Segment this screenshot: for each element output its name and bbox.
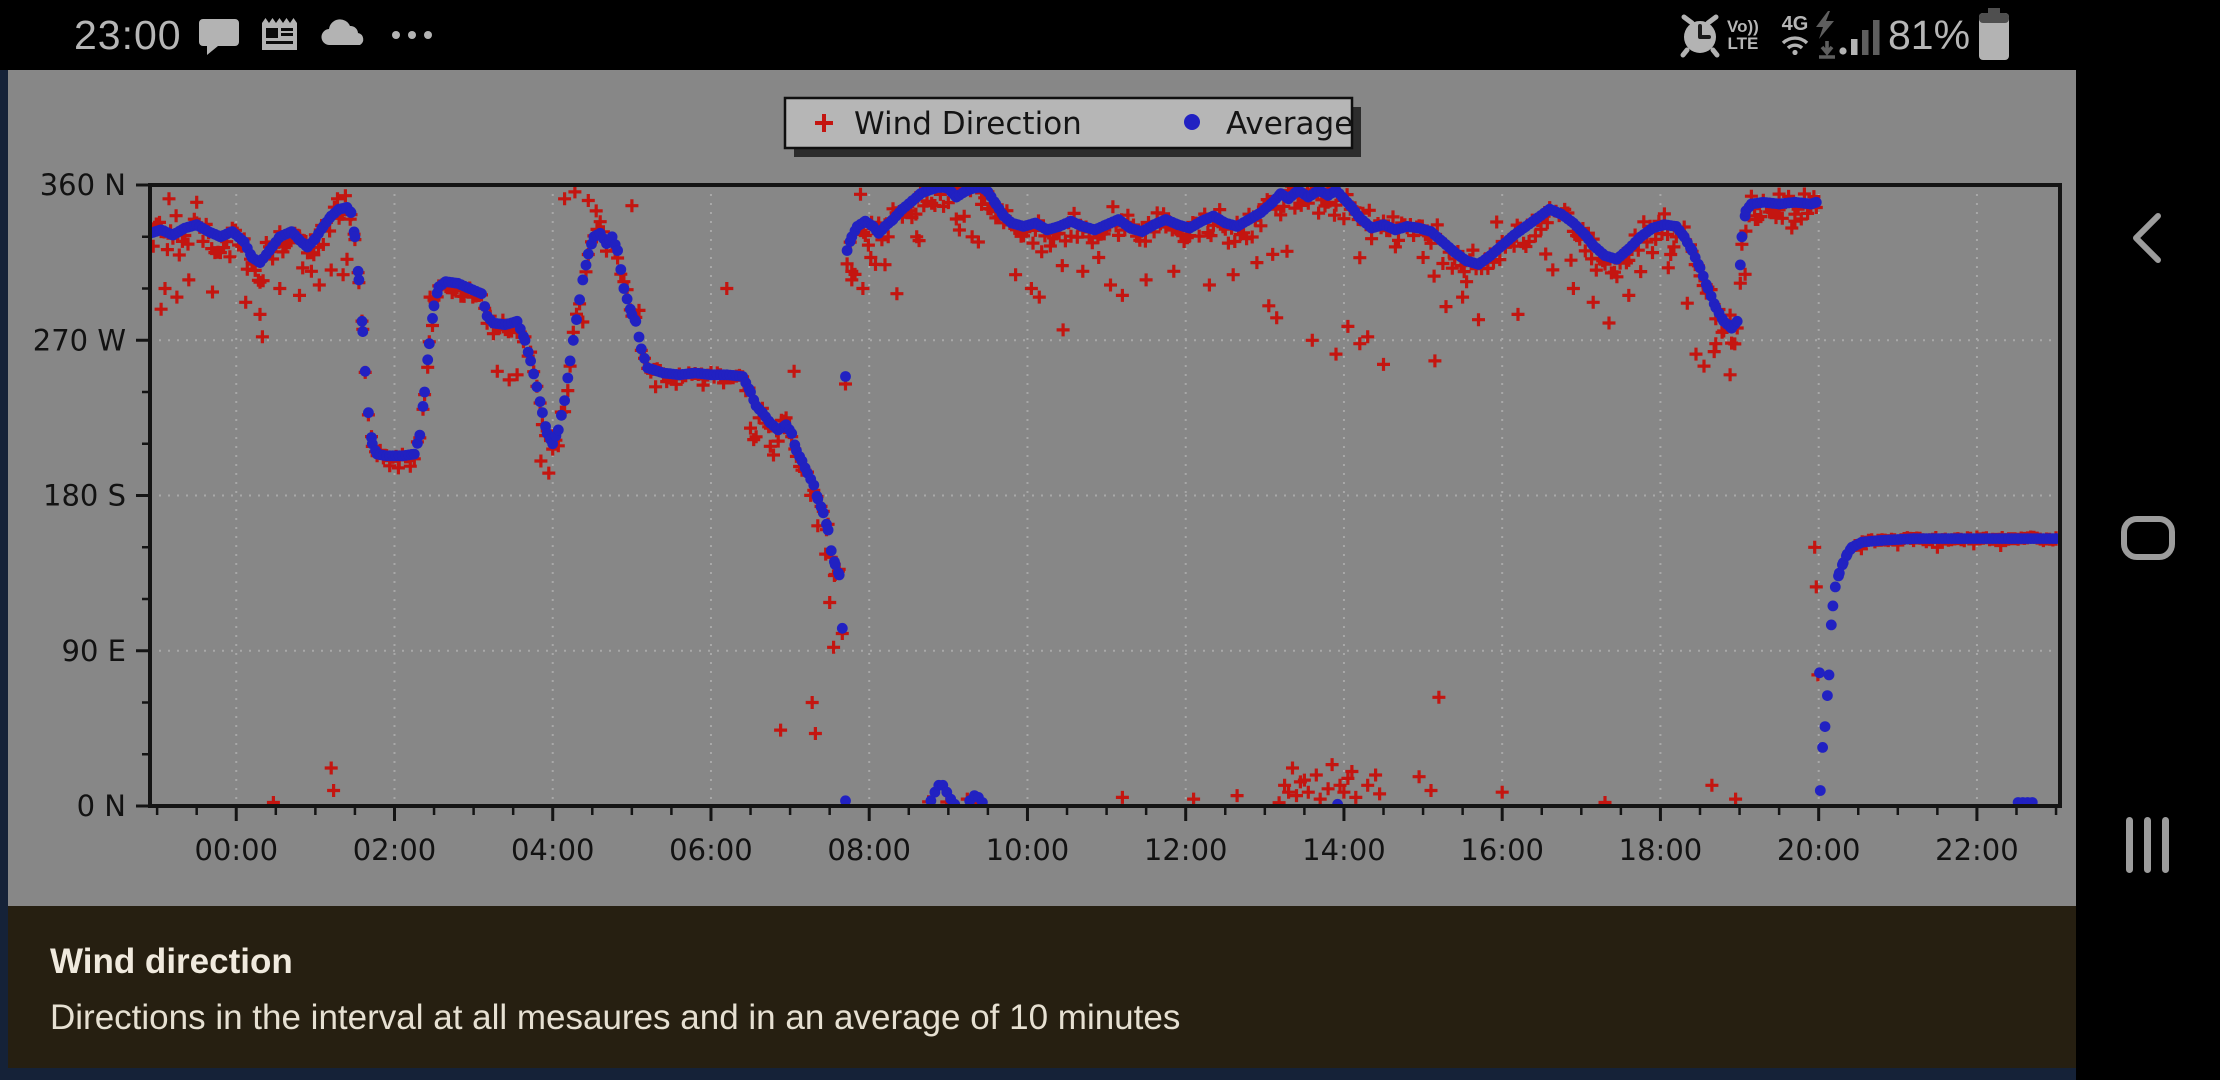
4g-wifi-indicator: 4G [1778, 0, 1812, 70]
chat-icon [196, 0, 242, 70]
measurement-series [150, 185, 2060, 806]
charging-arrow-icon [1810, 0, 1844, 70]
clock-time: 23:00 [74, 11, 182, 58]
status-bar: 23:00 Vo)) LTE [0, 0, 2220, 70]
back-button[interactable] [2076, 178, 2220, 298]
legend-dot-marker [1184, 114, 1200, 130]
svg-text:08:00: 08:00 [827, 833, 911, 867]
svg-text:10:00: 10:00 [986, 833, 1070, 867]
svg-text:12:00: 12:00 [1144, 833, 1228, 867]
recents-button[interactable] [2076, 785, 2220, 905]
svg-text:20:00: 20:00 [1777, 833, 1861, 867]
legend-plus-marker [815, 114, 833, 132]
battery-icon [1976, 0, 2012, 70]
svg-text:360 N: 360 N [40, 168, 126, 202]
more-dots-icon [388, 0, 444, 70]
home-icon [2121, 516, 2175, 560]
wifi-icon [1781, 36, 1809, 55]
svg-text:04:00: 04:00 [511, 833, 595, 867]
svg-text:02:00: 02:00 [353, 833, 437, 867]
legend: Wind Direction Average [783, 96, 1361, 157]
volte-top-label: Vo)) [1727, 17, 1759, 36]
news-icon [258, 0, 300, 70]
recents-icon [2126, 817, 2169, 873]
svg-text:0 N: 0 N [77, 789, 126, 823]
legend-box [783, 96, 1354, 150]
back-icon [2133, 213, 2161, 263]
data-series [150, 185, 2060, 806]
caption-title: Wind direction [50, 942, 293, 981]
svg-text:180 S: 180 S [43, 479, 126, 513]
battery-percent: 81% [1888, 11, 1971, 58]
svg-text:22:00: 22:00 [1935, 833, 2019, 867]
alarm-icon [1676, 0, 1724, 70]
caption-area: Wind direction Directions in the interva… [8, 906, 2076, 1068]
gridlines [150, 185, 2060, 806]
plot-border [148, 183, 2062, 808]
svg-text:06:00: 06:00 [669, 833, 753, 867]
network-label: 4G [1781, 13, 1809, 35]
volte-bottom-label: LTE [1727, 34, 1759, 53]
svg-text:90 E: 90 E [62, 634, 126, 668]
home-button[interactable] [2076, 478, 2220, 598]
chart-panel: 0 N 90 E 180 S 270 W 360 N 00:00 02:00 04:00 06:… [8, 70, 2076, 906]
svg-text:16:00: 16:00 [1460, 833, 1544, 867]
signal-bars [1838, 0, 1886, 70]
cloud-icon [318, 0, 368, 70]
legend-label-average: Average [1226, 106, 1353, 142]
svg-text:270 W: 270 W [33, 323, 126, 357]
svg-text:00:00: 00:00 [194, 833, 278, 867]
caption-subtitle: Directions in the interval at all mesaur… [50, 998, 1181, 1037]
svg-text:14:00: 14:00 [1302, 833, 1386, 867]
bottom-edge-strip [0, 1068, 2076, 1080]
volte-indicator: Vo)) LTE [1727, 0, 1759, 70]
wind-direction-chart: 0 N 90 E 180 S 270 W 360 N 00:00 02:00 04:00 06:… [33, 96, 2062, 867]
svg-text:18:00: 18:00 [1619, 833, 1703, 867]
average-series [150, 185, 2060, 806]
left-edge-strip [0, 70, 8, 1080]
legend-label-wind-direction: Wind Direction [854, 106, 1082, 142]
axes: 0 N 90 E 180 S 270 W 360 N 00:00 02:00 04:00 06:… [33, 168, 2058, 867]
navigation-bar [2076, 70, 2220, 1080]
